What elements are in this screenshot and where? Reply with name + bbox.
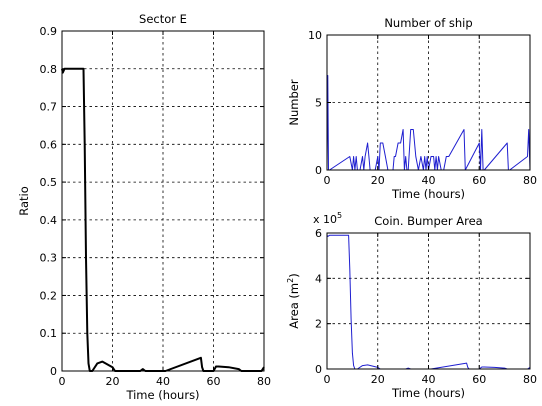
x-tick-label: 0 xyxy=(324,174,331,187)
y-tick-label: 0 xyxy=(50,365,57,378)
y-tick-label: 0.8 xyxy=(40,63,58,76)
tick-marks: 0 20 40 60 80 0 0.1 0.2 0.3 0.4 0.5 0.6 0.7 0.8 0.9 xyxy=(40,25,272,388)
x-tick-label: 20 xyxy=(106,375,120,388)
panel-number-of-ship: 0 20 40 60 80 0 5 10 Number of ship Time (hours… xyxy=(287,16,537,201)
series-line xyxy=(326,75,531,171)
x-tick-label: 60 xyxy=(207,375,221,388)
tick-marks: 0 20 40 60 80 0 2 4 6 xyxy=(315,227,537,386)
y-axis-label: Number xyxy=(287,79,301,125)
y-tick-label: 0.7 xyxy=(40,101,58,114)
x-axis-label: Time (hours) xyxy=(391,386,465,400)
grid-lines xyxy=(327,35,530,170)
y-tick-label: 6 xyxy=(315,227,322,240)
y-tick-label: 2 xyxy=(315,318,322,331)
y-tick-label: 0.5 xyxy=(40,176,58,189)
x-tick-label: 80 xyxy=(523,174,537,187)
tick-marks: 0 20 40 60 80 0 5 10 xyxy=(308,29,537,187)
y-tick-label: 0.9 xyxy=(40,25,58,38)
panel-sector-e: 0 20 40 60 80 0 0.1 0.2 0.3 0.4 0.5 0.6 0.7 0.8 0.9 Se… xyxy=(17,12,271,402)
grid-lines xyxy=(327,233,530,369)
y-axis-label: Area (m2) xyxy=(286,273,301,328)
y-axis-exponent: x 105 xyxy=(313,211,342,226)
y-axis-exponent-base: x 10 xyxy=(313,213,337,226)
x-tick-label: 60 xyxy=(472,373,486,386)
x-tick-label: 20 xyxy=(371,174,385,187)
grid-lines xyxy=(62,31,264,371)
y-tick-label: 4 xyxy=(315,272,322,285)
y-tick-label: 0.3 xyxy=(40,252,58,265)
chart-title: Coin. Bumper Area xyxy=(374,214,482,228)
y-axis-exponent-power: 5 xyxy=(337,211,342,220)
x-tick-label: 40 xyxy=(156,375,170,388)
x-axis-label: Time (hours) xyxy=(391,187,465,201)
y-tick-label: 0.2 xyxy=(40,289,58,302)
x-tick-label: 0 xyxy=(324,373,331,386)
y-tick-label: 0.1 xyxy=(40,327,58,340)
y-tick-label: 0.4 xyxy=(40,214,58,227)
y-tick-label: 0 xyxy=(315,363,322,376)
x-tick-label: 40 xyxy=(422,373,436,386)
x-tick-label: 80 xyxy=(257,375,271,388)
data-lines xyxy=(326,75,531,171)
y-tick-label: 10 xyxy=(308,29,322,42)
x-axis-label: Time (hours) xyxy=(125,388,199,402)
y-axis-label: Ratio xyxy=(17,186,31,216)
panel-coin-bumper-area: 0 20 40 60 80 0 2 4 6 Coin. Bumper Area Time (ho… xyxy=(286,211,537,400)
x-tick-label: 80 xyxy=(523,373,537,386)
chart-title: Sector E xyxy=(139,12,187,26)
x-tick-label: 0 xyxy=(59,375,66,388)
chart-title: Number of ship xyxy=(384,16,472,30)
y-axis-label-text: Area (m xyxy=(287,283,301,329)
x-tick-label: 20 xyxy=(371,373,385,386)
y-axis-label-superscript: 2 xyxy=(286,278,295,283)
y-tick-label: 0.6 xyxy=(40,138,58,151)
x-tick-label: 40 xyxy=(422,174,436,187)
x-tick-label: 60 xyxy=(472,174,486,187)
y-tick-label: 5 xyxy=(315,97,322,110)
y-tick-label: 0 xyxy=(315,164,322,177)
y-axis-label-close: ) xyxy=(287,273,301,278)
